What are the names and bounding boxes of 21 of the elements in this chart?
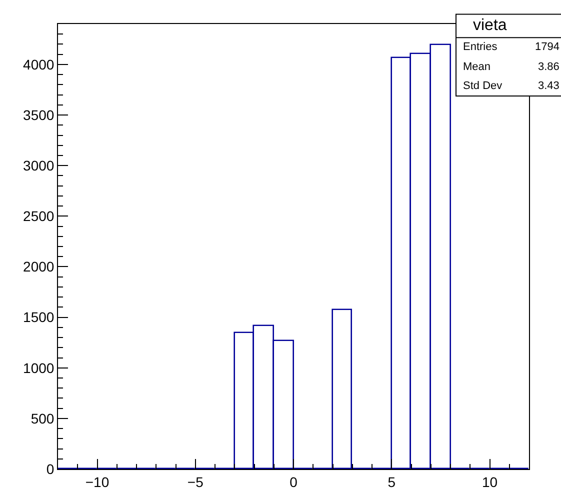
annotation: Mean (463, 61, 491, 73)
y-tick-label: 2500 (23, 208, 54, 224)
y-tick-label: 1500 (23, 309, 54, 326)
y-tick-label: 3000 (23, 157, 54, 174)
y-tick-label: 4000 (23, 56, 54, 72)
annotation: vieta (473, 17, 507, 34)
annotation: Entries (463, 41, 498, 53)
x-tick-label: 5 (388, 474, 396, 490)
annotation: Std Dev (463, 80, 503, 92)
text: 3.86 (538, 61, 560, 73)
x-tick-label: −10 (85, 474, 110, 490)
x-tick-label: −5 (187, 474, 204, 490)
y-tick-label: 1000 (23, 360, 54, 376)
text: 3.43 (538, 80, 560, 92)
text: 1794 (535, 41, 560, 53)
y-tick-label: 500 (30, 410, 54, 426)
x-tick-label: 10 (482, 474, 498, 490)
x-tick-label: 0 (290, 474, 298, 490)
y-tick-label: 2000 (23, 258, 54, 275)
y-tick-label: 3500 (23, 106, 54, 123)
y-tick-label: 0 (46, 460, 54, 477)
